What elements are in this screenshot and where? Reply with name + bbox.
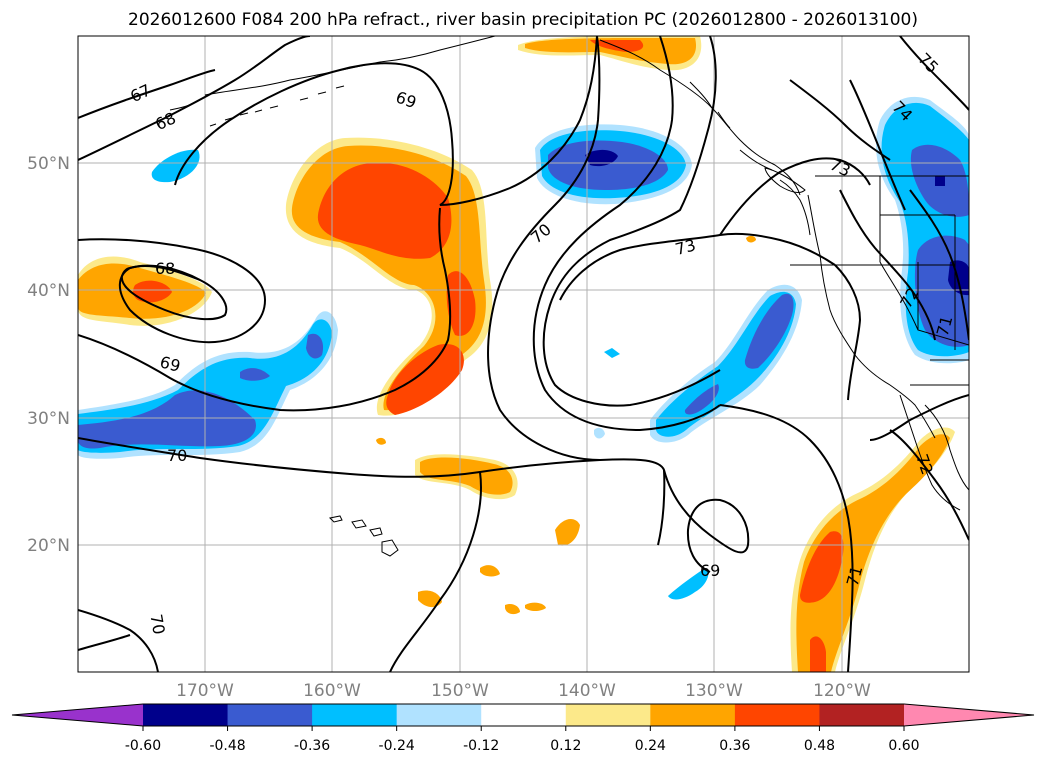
map-content: 67 68 69 70 73 73 75 74 72 71 68 69 70 7…: [78, 36, 969, 672]
lon-labels: 170°W 160°W 150°W 140°W 130°W 120°W: [176, 681, 871, 701]
fill-east-navy: [948, 260, 969, 296]
fill-east-navy2: [935, 176, 945, 186]
lat-label: 20°N: [27, 536, 70, 556]
lat-label: 30°N: [27, 409, 70, 429]
fill-s3: [480, 565, 500, 577]
fill-baja-orange: [796, 434, 950, 672]
fill-hi-orange: [420, 457, 513, 495]
colorbar-tick-label: -0.48: [209, 738, 245, 754]
map-title: 2026012600 F084 200 hPa refract., river …: [128, 10, 918, 30]
contour-label: 71: [843, 564, 867, 589]
colorbar-segment: [396, 704, 482, 726]
fill-gulf-red3: [386, 344, 464, 415]
colorbar: -0.60 -0.48 -0.36 -0.24 -0.12 0.12 0.24 0.36 0.4…: [11, 703, 1035, 754]
lat-labels: 50°N 40°N 30°N 20°N: [27, 154, 70, 556]
fill-gulf-red2: [446, 271, 476, 336]
colorbar-tick-label: -0.12: [463, 738, 499, 754]
fill-s5: [525, 602, 546, 611]
colorbar-segment: [227, 704, 313, 726]
fill-s2: [418, 590, 442, 608]
colorbar-extend-max: [904, 704, 1034, 726]
contour-label: 68: [155, 259, 175, 278]
colorbar-tick-label: 0.36: [719, 738, 750, 754]
fill-s-blue: [668, 568, 709, 600]
contour-label: 71: [933, 314, 957, 339]
colorbar-segment: [143, 704, 229, 726]
fill-ca-royal: [744, 293, 794, 369]
colorbar-tick-label: 0.24: [635, 738, 666, 754]
map-frame: [77, 35, 970, 673]
colorbar-tick-label: 0.12: [550, 738, 581, 754]
fill-baja-red2: [810, 636, 826, 672]
fill-s6: [376, 437, 386, 445]
colorbar-tick-label: -0.60: [125, 738, 161, 754]
lon-label: 120°W: [813, 681, 871, 701]
colorbar-tick-label: 0.48: [804, 738, 835, 754]
lat-label: 40°N: [27, 281, 70, 301]
fill-s-blue3: [594, 427, 605, 439]
lon-label: 160°W: [303, 681, 361, 701]
colorbar-tick-label: -0.36: [294, 738, 330, 754]
colorbar-segment: [565, 704, 651, 726]
fill-s4: [505, 603, 520, 615]
colorbar-segment: [734, 704, 820, 726]
lon-label: 170°W: [176, 681, 234, 701]
colorbar-segment: [650, 704, 736, 726]
fill-s1: [555, 518, 580, 546]
fill-top-orange: [525, 38, 697, 65]
fill-top-redorange: [590, 40, 644, 52]
colorbar-segment: [481, 704, 567, 726]
fill-nw-blue: [151, 149, 200, 183]
contour-label: 70: [167, 446, 187, 465]
colorbar-extend-min: [12, 704, 143, 726]
contour-label: 69: [700, 561, 720, 580]
fill-sw-royal: [78, 390, 256, 449]
fill-baja-red: [800, 531, 844, 603]
colorbar-segment: [819, 704, 905, 726]
fill-s-blue2: [604, 348, 620, 358]
graticule: [78, 36, 969, 672]
fill-ca-royal2: [684, 384, 719, 415]
lon-label: 140°W: [558, 681, 616, 701]
lat-label: 50°N: [27, 154, 70, 174]
contour-label: 69: [158, 352, 183, 376]
fill-s7: [746, 235, 756, 243]
fill-sw-royal2: [240, 368, 270, 381]
contours: [78, 36, 969, 672]
fill-west-red: [133, 280, 172, 303]
lon-label: 150°W: [431, 681, 489, 701]
lon-label: 130°W: [685, 681, 743, 701]
fill-top-navy: [585, 149, 618, 167]
contour-label: 70: [146, 613, 168, 636]
colorbar-segment: [312, 704, 398, 726]
fill-gulf-red: [317, 162, 452, 259]
colorbar-tick-label: 0.60: [888, 738, 919, 754]
colorbar-tick-label: -0.24: [379, 738, 415, 754]
fill-sw-royal3: [306, 333, 324, 359]
contour-label: 73: [673, 235, 698, 259]
